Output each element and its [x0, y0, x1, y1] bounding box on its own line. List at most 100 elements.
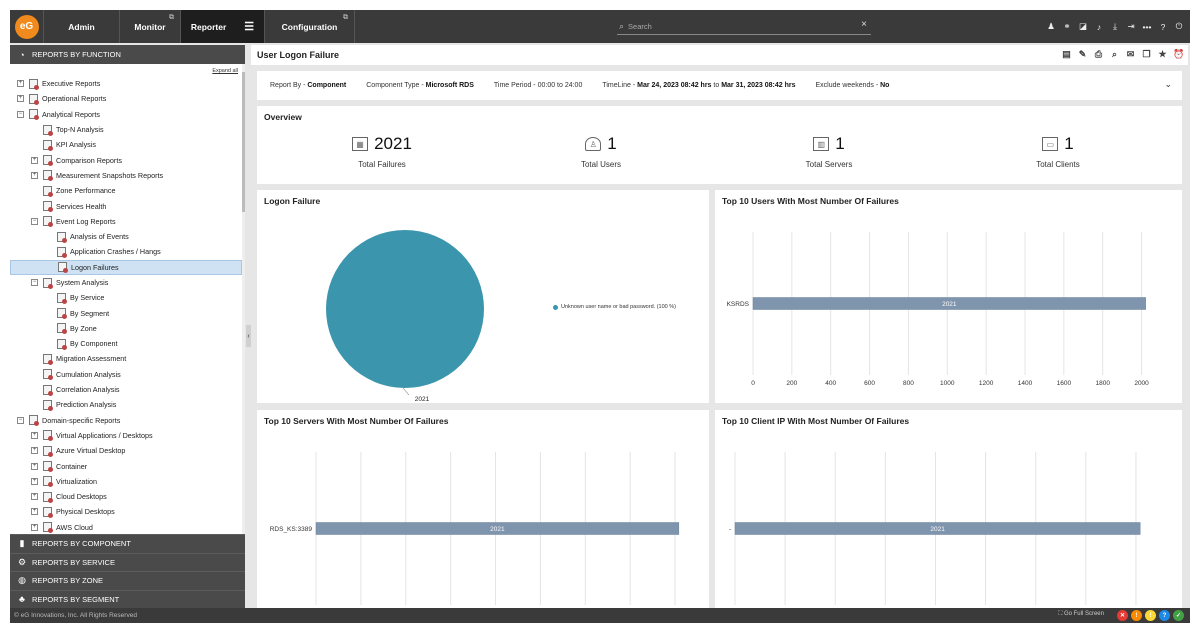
sidebar-section[interactable]: ▮ REPORTS BY COMPONENT	[10, 534, 245, 553]
report-icon	[43, 369, 53, 381]
expand-toggle-icon[interactable]: +	[31, 523, 38, 531]
tree-item[interactable]: + Azure Virtual Desktop	[10, 443, 242, 458]
tree-item[interactable]: Application Crashes / Hangs	[10, 244, 242, 259]
tree-item[interactable]: Prediction Analysis	[10, 397, 242, 412]
eg-logo[interactable]: eG	[10, 10, 43, 43]
tab-reporter[interactable]: Reporter ☰	[180, 10, 264, 43]
hamburger-menu-icon[interactable]: ☰	[244, 21, 255, 33]
expand-toggle-icon[interactable]: +	[31, 508, 38, 516]
tree-item[interactable]: Cumulation Analysis	[10, 367, 242, 382]
x-tick-label: 400	[825, 380, 836, 387]
critical-status-icon[interactable]: ✕	[1117, 610, 1128, 621]
tree-item[interactable]: Migration Assessment	[10, 351, 242, 366]
expand-toggle-icon[interactable]: +	[31, 156, 38, 164]
report-icon	[29, 415, 39, 427]
tree-item[interactable]: + Virtual Applications / Desktops	[10, 428, 242, 443]
full-screen-button[interactable]: ⛶ Go Full Screen	[1058, 611, 1104, 617]
tree-item[interactable]: + AWS Cloud	[10, 520, 242, 534]
tree-item[interactable]: − System Analysis	[10, 275, 242, 290]
collapse-toggle-icon[interactable]: −	[31, 217, 38, 225]
schedule-icon[interactable]: ⏰	[1173, 49, 1185, 59]
tree-item[interactable]: − Analytical Reports	[10, 107, 242, 122]
tree-item[interactable]: By Service	[10, 290, 242, 305]
search-report-icon[interactable]: ⌕	[1111, 49, 1118, 59]
filter-label: Exclude weekends -	[815, 82, 881, 89]
tree-item[interactable]: Logon Failures	[10, 259, 242, 275]
chart-icon[interactable]: ◪	[1078, 21, 1088, 31]
x-tick-label: 1800	[1095, 380, 1110, 387]
tree-item[interactable]: Zone Performance	[10, 183, 242, 198]
expand-toggle-icon[interactable]: +	[17, 95, 24, 103]
tree-item[interactable]: − Domain-specific Reports	[10, 413, 242, 428]
tree-item[interactable]: + Container	[10, 458, 242, 473]
sidebar-section[interactable]: ⚙ REPORTS BY SERVICE	[10, 552, 245, 571]
tree-item[interactable]: By Segment	[10, 305, 242, 320]
reports-by-function-header[interactable]: ◔ REPORTS BY FUNCTION	[10, 45, 245, 64]
bell-icon[interactable]: ♪	[1096, 21, 1102, 32]
search-box[interactable]: ⌕ Search ×	[617, 18, 871, 35]
major-status-icon[interactable]: !	[1131, 610, 1142, 621]
star-icon[interactable]: ★	[1158, 49, 1167, 59]
expand-toggle-icon[interactable]: +	[31, 447, 38, 455]
export-icon[interactable]: ⎙	[1094, 49, 1103, 59]
tree-item[interactable]: Analysis of Events	[10, 229, 242, 244]
report-icon	[57, 323, 67, 335]
tree-item[interactable]: Top-N Analysis	[10, 122, 242, 137]
expand-toggle-icon[interactable]: +	[31, 171, 38, 179]
expand-toggle-icon[interactable]: +	[31, 477, 38, 485]
help-icon[interactable]: ?	[1160, 21, 1166, 32]
filter-label: Component Type -	[366, 82, 426, 89]
bar[interactable]	[752, 297, 1146, 310]
user-icon[interactable]: ♟	[1047, 21, 1055, 31]
bar[interactable]	[315, 522, 680, 535]
download-icon[interactable]: ⤓	[1113, 21, 1117, 31]
pdf-icon[interactable]: ▤	[1062, 49, 1071, 59]
tree-item[interactable]: Correlation Analysis	[10, 382, 242, 397]
tree-item[interactable]: − Event Log Reports	[10, 214, 242, 229]
collapse-sidebar-handle[interactable]: ‹	[246, 325, 251, 347]
tab-configuration[interactable]: Configuration ⧉	[264, 10, 355, 43]
tree-item[interactable]: + Comparison Reports	[10, 152, 242, 167]
tree-item[interactable]: Services Health	[10, 198, 242, 213]
normal-status-icon[interactable]: ✓	[1173, 610, 1184, 621]
tree-item[interactable]: + Cloud Desktops	[10, 489, 242, 504]
expand-toggle-icon[interactable]: +	[31, 462, 38, 470]
power-icon[interactable]: ⏻	[1175, 21, 1183, 31]
collapse-toggle-icon[interactable]: −	[31, 279, 38, 286]
tree-scrollbar[interactable]	[242, 64, 245, 534]
tree-item[interactable]: + Executive Reports	[10, 76, 242, 91]
report-icon	[43, 277, 53, 289]
bar[interactable]	[734, 522, 1141, 535]
search-input[interactable]: Search	[628, 21, 652, 31]
link-icon[interactable]: ⚭	[1063, 21, 1071, 31]
email-icon[interactable]: ✉	[1126, 49, 1135, 59]
tree-item[interactable]: KPI Analysis	[10, 137, 242, 152]
minor-status-icon[interactable]: !	[1145, 610, 1156, 621]
tree-item[interactable]: + Virtualization	[10, 474, 242, 489]
collapse-toggle-icon[interactable]: −	[17, 110, 24, 118]
tree-item[interactable]: + Operational Reports	[10, 91, 242, 106]
tab-admin[interactable]: Admin	[43, 10, 119, 43]
pie-slice[interactable]	[326, 230, 484, 388]
tree-item[interactable]: By Component	[10, 336, 242, 351]
tree-item[interactable]: + Measurement Snapshots Reports	[10, 168, 242, 183]
tree-item[interactable]: By Zone	[10, 321, 242, 336]
tab-monitor[interactable]: Monitor ⧉	[119, 10, 180, 43]
collapse-toggle-icon[interactable]: −	[17, 416, 24, 424]
scroll-thumb[interactable]	[242, 72, 245, 212]
tree-item[interactable]: + Physical Desktops	[10, 504, 242, 519]
unknown-status-icon[interactable]: ?	[1159, 610, 1170, 621]
clear-search-icon[interactable]: ×	[861, 19, 867, 30]
sidebar-section[interactable]: ♣ REPORTS BY SEGMENT	[10, 589, 245, 608]
expand-toggle-icon[interactable]: +	[17, 80, 24, 88]
sidebar-section[interactable]: ◍ REPORTS BY ZONE	[10, 571, 245, 590]
chevron-down-icon[interactable]: ⌄	[1164, 79, 1172, 89]
expand-toggle-icon[interactable]: +	[31, 493, 38, 501]
expand-toggle-icon[interactable]: +	[31, 431, 38, 439]
expand-all-link[interactable]: Expand all	[212, 68, 238, 74]
more-icon[interactable]: •••	[1142, 21, 1152, 32]
pie-legend-item[interactable]: Unknown user name or bad password. (100 …	[553, 304, 676, 310]
edit-icon[interactable]: ✎	[1078, 49, 1087, 59]
copy-icon[interactable]: ❐	[1142, 49, 1151, 59]
signout-icon[interactable]: ⇥	[1127, 21, 1135, 31]
